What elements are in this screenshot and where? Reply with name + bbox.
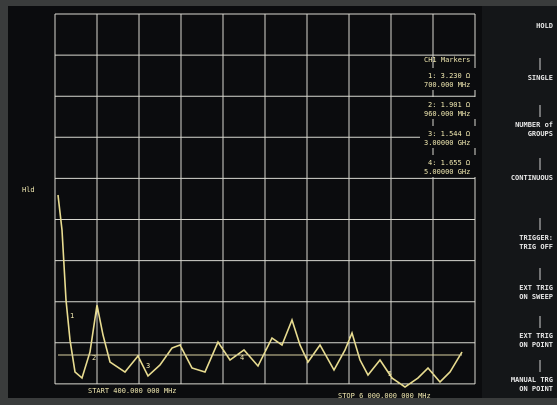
marker-flag: 3 — [146, 362, 150, 370]
softkey[interactable]: SINGLE — [528, 74, 553, 82]
marker-value: 4: 1.655 Ω — [428, 159, 470, 167]
softkey-label: SINGLE — [528, 74, 553, 82]
marker-readout-bg — [420, 155, 480, 177]
marker-flag: 1 — [70, 312, 74, 320]
softkey-label: TRIGGER: — [519, 234, 553, 242]
marker-frequency: 960.000 MHz — [424, 110, 470, 118]
marker-header: CH1 Markers — [424, 56, 470, 64]
softkey[interactable]: TRIGGER:TRIG OFF — [519, 234, 553, 251]
softkey-label: ON POINT — [519, 341, 553, 349]
softkey-label: EXT TRIG — [519, 284, 553, 292]
softkey[interactable]: HOLD — [536, 22, 553, 30]
start-label: START 400.000 000 MHz — [88, 387, 177, 395]
marker-frequency: 5.00000 GHz — [424, 168, 470, 176]
marker-value: 1: 3.230 Ω — [428, 72, 470, 80]
marker-flag: 4 — [240, 354, 244, 362]
marker-value: 3: 1.544 Ω — [428, 130, 470, 138]
softkey-label: EXT TRIG — [519, 332, 553, 340]
marker-readout-bg — [420, 97, 480, 119]
trace — [57, 194, 463, 388]
marker-flag: 5 — [388, 370, 392, 378]
softkey-label: MANUAL TRG — [511, 376, 553, 384]
softkey-label: HOLD — [536, 22, 553, 30]
marker-readout-bg — [420, 126, 480, 148]
softkey-label: ON SWEEP — [519, 293, 553, 301]
softkey-label: CONTINUOUS — [511, 174, 553, 182]
softkey-label: GROUPS — [528, 130, 553, 138]
marker-value: 2: 1.901 Ω — [428, 101, 470, 109]
stop-label: STOP 6 000.000 000 MHz — [338, 392, 431, 400]
marker-readout-bg — [420, 68, 480, 90]
graticule — [54, 13, 476, 385]
marker-frequency: 3.00000 GHz — [424, 139, 470, 147]
softkey-label: TRIG OFF — [519, 243, 553, 251]
marker-flag: 2 — [92, 354, 96, 362]
softkey[interactable]: CONTINUOUS — [511, 174, 553, 182]
softkey-label: NUMBER of — [515, 121, 553, 129]
marker-frequency: 700.000 MHz — [424, 81, 470, 89]
softkey-label: ON POINT — [519, 385, 553, 393]
softkey-panel — [482, 6, 557, 398]
hold-indicator: Hld — [22, 186, 35, 194]
